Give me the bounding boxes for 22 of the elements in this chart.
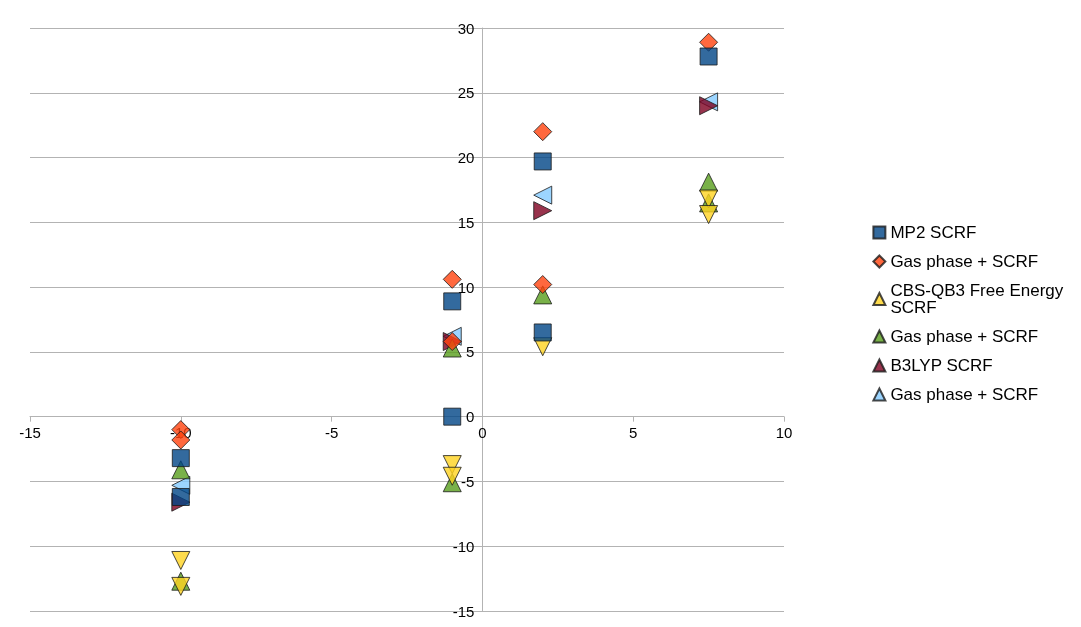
y-tick-label: 10	[457, 278, 475, 296]
y-tick-label: 25	[457, 84, 475, 102]
legend-label: Gas phase + SCRF	[890, 385, 1039, 404]
legend-label: B3LYP SCRF	[890, 356, 993, 375]
y-tick-label: 20	[457, 149, 475, 167]
x-tick-label: 5	[629, 423, 638, 441]
y-tick-label: -5	[461, 472, 475, 490]
y-tick-label: -15	[452, 602, 475, 620]
y-tick-label: -10	[452, 537, 475, 555]
x-tick-label: 0	[478, 423, 487, 441]
legend-label: MP2 SCRF	[890, 223, 977, 242]
legend-label: Gas phase + SCRF	[890, 327, 1039, 346]
x-tick-label: -15	[19, 423, 41, 441]
legend-label: Gas phase + SCRF	[890, 252, 1039, 271]
x-tick-label: 10	[775, 423, 793, 441]
y-tick-label: 15	[457, 213, 475, 231]
y-tick-label: 30	[457, 19, 475, 37]
y-tick-label: 0	[466, 408, 475, 426]
y-tick-label: 5	[466, 343, 475, 361]
x-tick-label: -5	[324, 423, 339, 441]
x-tick-label: -10	[169, 423, 192, 441]
legend-label: CBS-QB3 Free Energy SCRF	[890, 281, 1068, 317]
